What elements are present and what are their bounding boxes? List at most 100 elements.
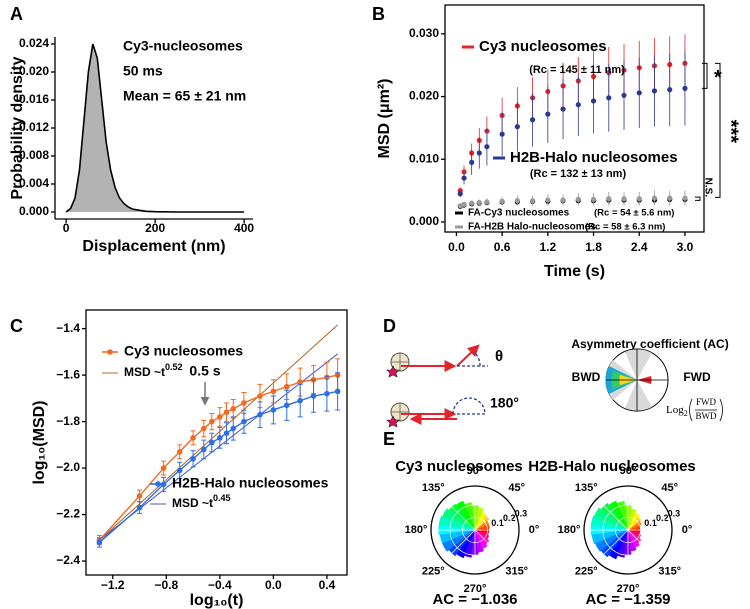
theta-tick-label: 180° bbox=[558, 524, 581, 536]
data-point bbox=[651, 88, 658, 94]
y-tick-label: 0.000 bbox=[19, 204, 49, 218]
rc-label: (Rc = 58 ± 6.3 nm) bbox=[585, 222, 665, 233]
rose-wedge bbox=[595, 529, 629, 552]
y-tick-label: 0.020 bbox=[409, 89, 439, 103]
theta-tick-label: 315° bbox=[658, 566, 681, 578]
formula-log: Log bbox=[666, 404, 684, 416]
theta-tick-label: 270° bbox=[464, 583, 487, 595]
legend-label: Cy3 nucleosomes bbox=[479, 38, 607, 55]
rc-label: (Rc = 145 ± 11 nm) bbox=[529, 64, 625, 76]
panel-label: E bbox=[383, 429, 395, 449]
polar-title: H2B-Halo nucleosomes bbox=[528, 458, 696, 475]
x-tick-label: 400 bbox=[234, 221, 254, 235]
significance-bracket bbox=[702, 62, 708, 89]
data-point bbox=[530, 198, 536, 204]
y-tick-label: 0.010 bbox=[409, 151, 439, 165]
significance-bracket bbox=[695, 196, 701, 201]
data-point bbox=[461, 175, 467, 181]
x-axis-label: log₁₀(t) bbox=[190, 592, 244, 609]
legend-marker bbox=[155, 481, 161, 487]
annotation: 50 ms bbox=[123, 63, 163, 79]
legend-label: FA-Cy3 nucleosomes bbox=[468, 208, 570, 219]
data-point bbox=[324, 390, 330, 397]
data-point bbox=[590, 196, 597, 202]
data-point bbox=[230, 405, 237, 412]
data-point bbox=[461, 201, 467, 208]
y-axis-label: Probability density bbox=[9, 56, 26, 199]
formula: Log2 bbox=[666, 404, 688, 418]
data-point bbox=[575, 196, 581, 202]
y-tick-label: 0.004 bbox=[19, 176, 49, 190]
formula-num: FWD bbox=[696, 397, 717, 407]
theta-tick-label: 225° bbox=[422, 566, 445, 578]
formula-den: BWD bbox=[696, 411, 717, 421]
data-point bbox=[651, 195, 658, 201]
y-tick-label: −1.4 bbox=[56, 321, 80, 335]
data-point bbox=[223, 430, 230, 437]
data-point bbox=[484, 144, 490, 150]
angular-grid bbox=[474, 498, 507, 531]
x-tick-label: 0.4 bbox=[319, 578, 336, 592]
theta-tick-label: 135° bbox=[422, 482, 445, 494]
x-tick-label: 1.2 bbox=[539, 240, 556, 254]
rose-wedge bbox=[608, 529, 629, 560]
data-point bbox=[176, 467, 183, 474]
plot-frame bbox=[85, 309, 348, 576]
annotation: 0.5 s bbox=[189, 363, 220, 379]
plot-frame bbox=[444, 4, 705, 233]
data-point bbox=[621, 196, 627, 202]
angular-grid bbox=[474, 529, 507, 562]
fit-label-exponent: 0.45 bbox=[213, 493, 231, 503]
r-tick-label: 0.1 bbox=[644, 518, 657, 528]
angular-grid bbox=[627, 529, 660, 562]
y-tick-label: 0.020 bbox=[19, 64, 49, 78]
theta-tick-label: 135° bbox=[575, 482, 598, 494]
x-tick-label: −0.4 bbox=[208, 578, 232, 592]
paren bbox=[719, 398, 723, 422]
theta-tick-label: 45° bbox=[661, 482, 678, 494]
rose-wedge bbox=[474, 529, 489, 536]
x-tick-label: 1.8 bbox=[585, 240, 602, 254]
panel-d: D θ 180° Asymmetry coefficient (AC) BWD … bbox=[383, 316, 729, 428]
data-point bbox=[160, 465, 167, 471]
density-line bbox=[65, 43, 245, 213]
rc-label: (Rc = 132 ± 13 nm) bbox=[530, 168, 627, 180]
data-point bbox=[667, 87, 673, 93]
x-tick-label: 2.4 bbox=[631, 240, 648, 254]
theta-tick-label: 270° bbox=[617, 583, 640, 595]
significance: N.S. bbox=[702, 178, 713, 198]
rose-wedge bbox=[474, 529, 488, 549]
x-tick-label: −1.2 bbox=[101, 578, 125, 592]
data-point bbox=[217, 435, 223, 441]
data-point bbox=[283, 402, 290, 409]
data-point bbox=[636, 90, 642, 96]
data-point bbox=[469, 200, 475, 206]
polar-title: Cy3 nucleosomes bbox=[395, 458, 523, 475]
theta-tick-label: 90° bbox=[620, 465, 637, 477]
data-point bbox=[334, 388, 341, 395]
bwd-label: BWD bbox=[572, 370, 601, 384]
annotation: Mean = 65 ± 21 nm bbox=[123, 88, 246, 104]
fit-label-base: MSD ~t bbox=[172, 496, 213, 510]
angular-grid bbox=[596, 529, 629, 562]
rose-wedge bbox=[617, 529, 629, 558]
star bbox=[386, 365, 400, 378]
star bbox=[386, 415, 400, 428]
r-tick-label: 0.1 bbox=[491, 518, 504, 528]
data-point bbox=[241, 400, 247, 406]
data-point bbox=[461, 169, 467, 175]
data-point bbox=[190, 455, 196, 462]
data-point bbox=[297, 397, 303, 404]
data-point bbox=[209, 439, 215, 446]
y-tick-label: 0.008 bbox=[19, 148, 49, 162]
y-tick-label: −2.0 bbox=[56, 460, 80, 474]
panel-label: B bbox=[372, 4, 385, 24]
data-point bbox=[545, 197, 551, 203]
rose-wedge bbox=[464, 529, 476, 558]
fwd-label: FWD bbox=[683, 370, 711, 384]
y-tick-label: −2.4 bbox=[56, 553, 80, 567]
data-point bbox=[136, 504, 143, 511]
data-point bbox=[257, 411, 263, 418]
r-tick-label: 0.3 bbox=[515, 508, 528, 518]
data-point bbox=[241, 418, 247, 425]
